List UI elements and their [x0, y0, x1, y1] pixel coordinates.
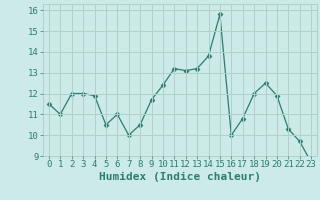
X-axis label: Humidex (Indice chaleur): Humidex (Indice chaleur) — [99, 172, 261, 182]
